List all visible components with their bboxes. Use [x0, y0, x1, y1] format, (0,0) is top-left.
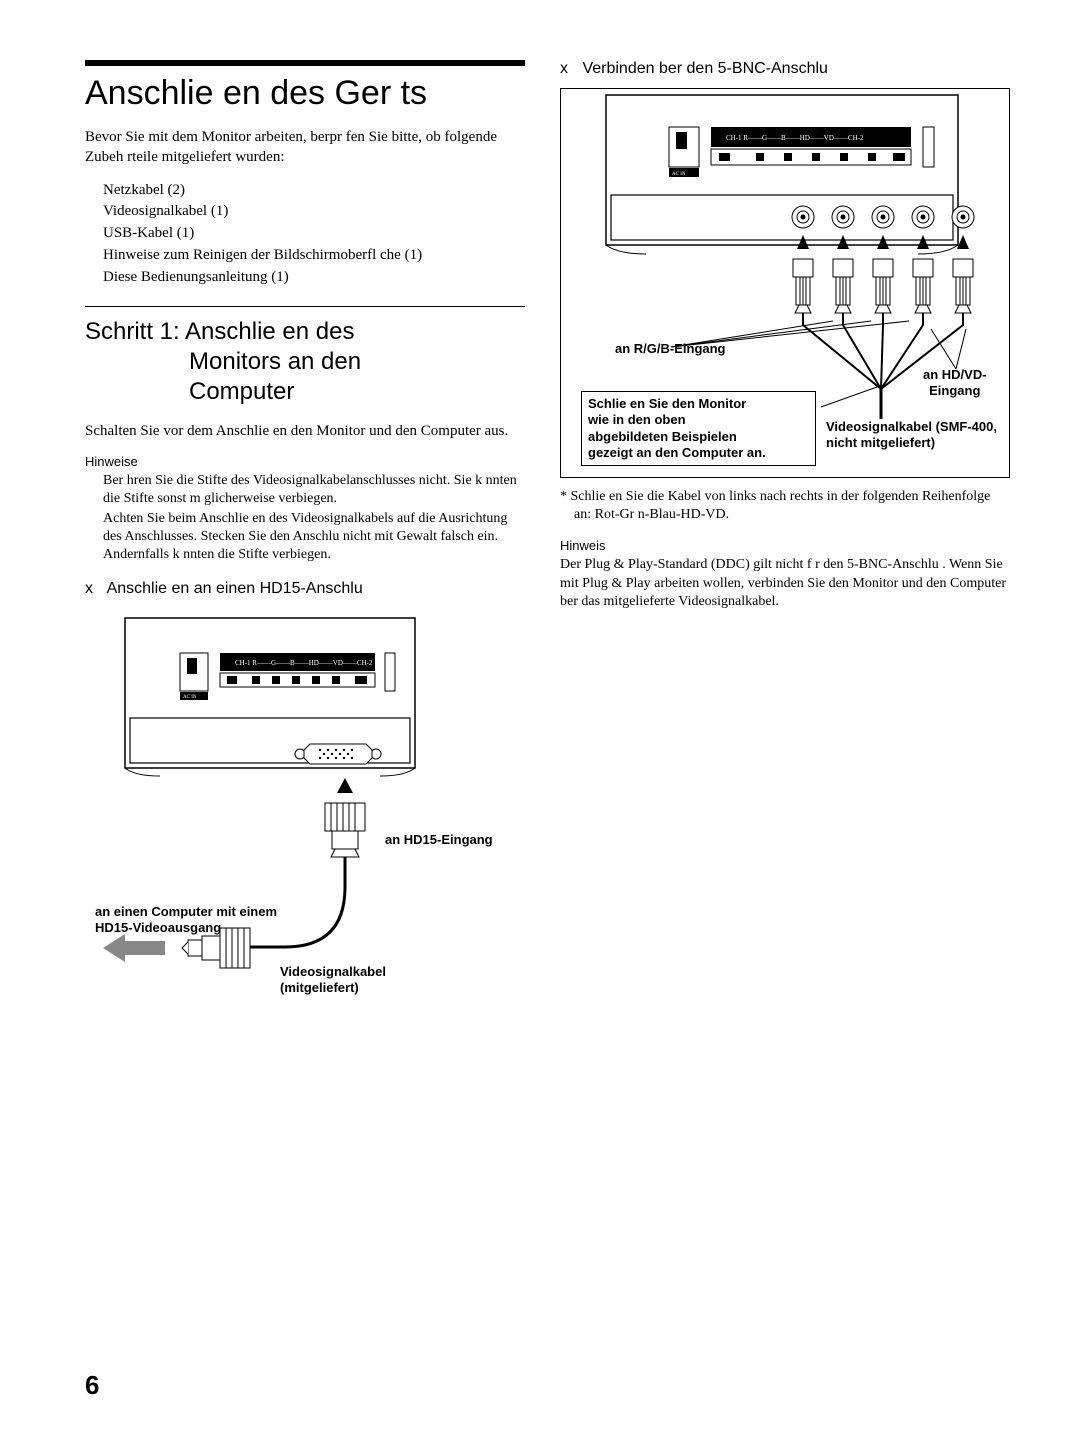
callout-line: an HD/VD-: [923, 367, 987, 382]
callout-hdvd: an HD/VD- Eingang: [923, 367, 987, 398]
callout-hd15-eingang: an HD15-Eingang: [385, 832, 493, 848]
list-item: Hinweise zum Reinigen der Bildschirmober…: [103, 245, 525, 267]
step-title-line: Monitors an den: [85, 347, 525, 377]
hinweis-body: Der Plug & Play-Standard (DDC) gilt nich…: [560, 556, 1010, 611]
hinweise-label: Hinweise: [85, 454, 525, 469]
box-line: abgebildeten Beispielen: [588, 429, 737, 444]
callout-computer: an einen Computer mit einem HD15-Videoau…: [95, 904, 277, 935]
intro-paragraph: Bevor Sie mit dem Monitor arbeiten, berp…: [85, 127, 525, 168]
hinweis-item: Ber hren Sie die Stifte des Videosignalk…: [103, 472, 525, 508]
callout-line: HD15-Videoausgang: [95, 920, 221, 935]
box-line: gezeigt an den Computer an.: [588, 445, 766, 460]
list-item: USB-Kabel (1): [103, 223, 525, 245]
hinweis-item: Achten Sie beim Anschlie en des Videosig…: [103, 510, 525, 565]
left-column: Anschlie en des Ger ts Bevor Sie mit dem…: [85, 60, 525, 1028]
step-title-line: Computer: [85, 377, 525, 407]
callout-line: Videosignalkabel: [280, 964, 386, 979]
callout-line: Videosignalkabel (SMF-400,: [826, 419, 997, 434]
list-item: Videosignalkabel (1): [103, 201, 525, 223]
hinweise-list: Ber hren Sie die Stifte des Videosignalk…: [85, 472, 525, 565]
right-column: x Verbinden ber den 5-BNC-Anschlu AC IN …: [560, 60, 1010, 1028]
step-title-line: Schritt 1: Anschlie en des: [85, 318, 354, 345]
callout-line: nicht mitgeliefert): [826, 435, 935, 450]
bullet-icon: x: [85, 580, 103, 598]
bullet-icon: x: [560, 60, 578, 78]
callout-line: Eingang: [929, 383, 980, 398]
box-line: wie in den oben: [588, 412, 686, 427]
list-item: Diese Bedienungsanleitung (1): [103, 267, 525, 289]
sub-heading-hd15: x Anschlie en an einen HD15-Anschlu: [85, 580, 525, 598]
svg-text:AC IN: AC IN: [183, 695, 197, 700]
callout-line: an einen Computer mit einem: [95, 904, 277, 919]
accessory-list: Netzkabel (2) Videosignalkabel (1) USB-K…: [85, 180, 525, 289]
list-item: Netzkabel (2): [103, 180, 525, 202]
svg-text:CH-1 R——G——B——HD——VD——C: CH-1 R——G——B——HD——VD——CH-2: [726, 134, 864, 142]
callout-rgb: an R/G/B-Eingang: [615, 341, 726, 357]
divider-rule: [85, 306, 525, 307]
hd15-diagram: AC IN CH-1 R——G——B——HD——VD——CH-2: [85, 608, 525, 1028]
title-rule: [85, 60, 525, 66]
bnc-diagram: AC IN CH-1 R——G——B——HD——VD——CH-2: [560, 88, 1010, 478]
page-number: 6: [85, 1370, 99, 1401]
step-body: Schalten Sie vor dem Anschlie en den Mon…: [85, 421, 525, 441]
callout-line: (mitgeliefert): [280, 980, 359, 995]
hinweis-label: Hinweis: [560, 538, 1010, 553]
box-line: Schlie en Sie den Monitor: [588, 396, 746, 411]
callout-smf-cable: Videosignalkabel (SMF-400, nicht mitgeli…: [826, 419, 997, 450]
sub-heading-bnc: x Verbinden ber den 5-BNC-Anschlu: [560, 60, 1010, 78]
main-title: Anschlie en des Ger ts: [85, 74, 525, 113]
callout-cable: Videosignalkabel (mitgeliefert): [280, 964, 386, 995]
step-title: Schritt 1: Anschlie en des Monitors an d…: [85, 317, 525, 407]
footnote: * Schlie en Sie die Kabel von links nach…: [560, 488, 1010, 524]
sub-heading-text: Verbinden ber den 5-BNC-Anschlu: [582, 60, 827, 77]
svg-text:AC IN: AC IN: [672, 172, 686, 177]
callout-instruction-box: Schlie en Sie den Monitor wie in den obe…: [581, 391, 816, 466]
svg-text:CH-1 R——G——B——HD——VD——CH: CH-1 R——G——B——HD——VD——CH-2: [235, 659, 373, 667]
sub-heading-text: Anschlie en an einen HD15-Anschlu: [107, 580, 363, 597]
